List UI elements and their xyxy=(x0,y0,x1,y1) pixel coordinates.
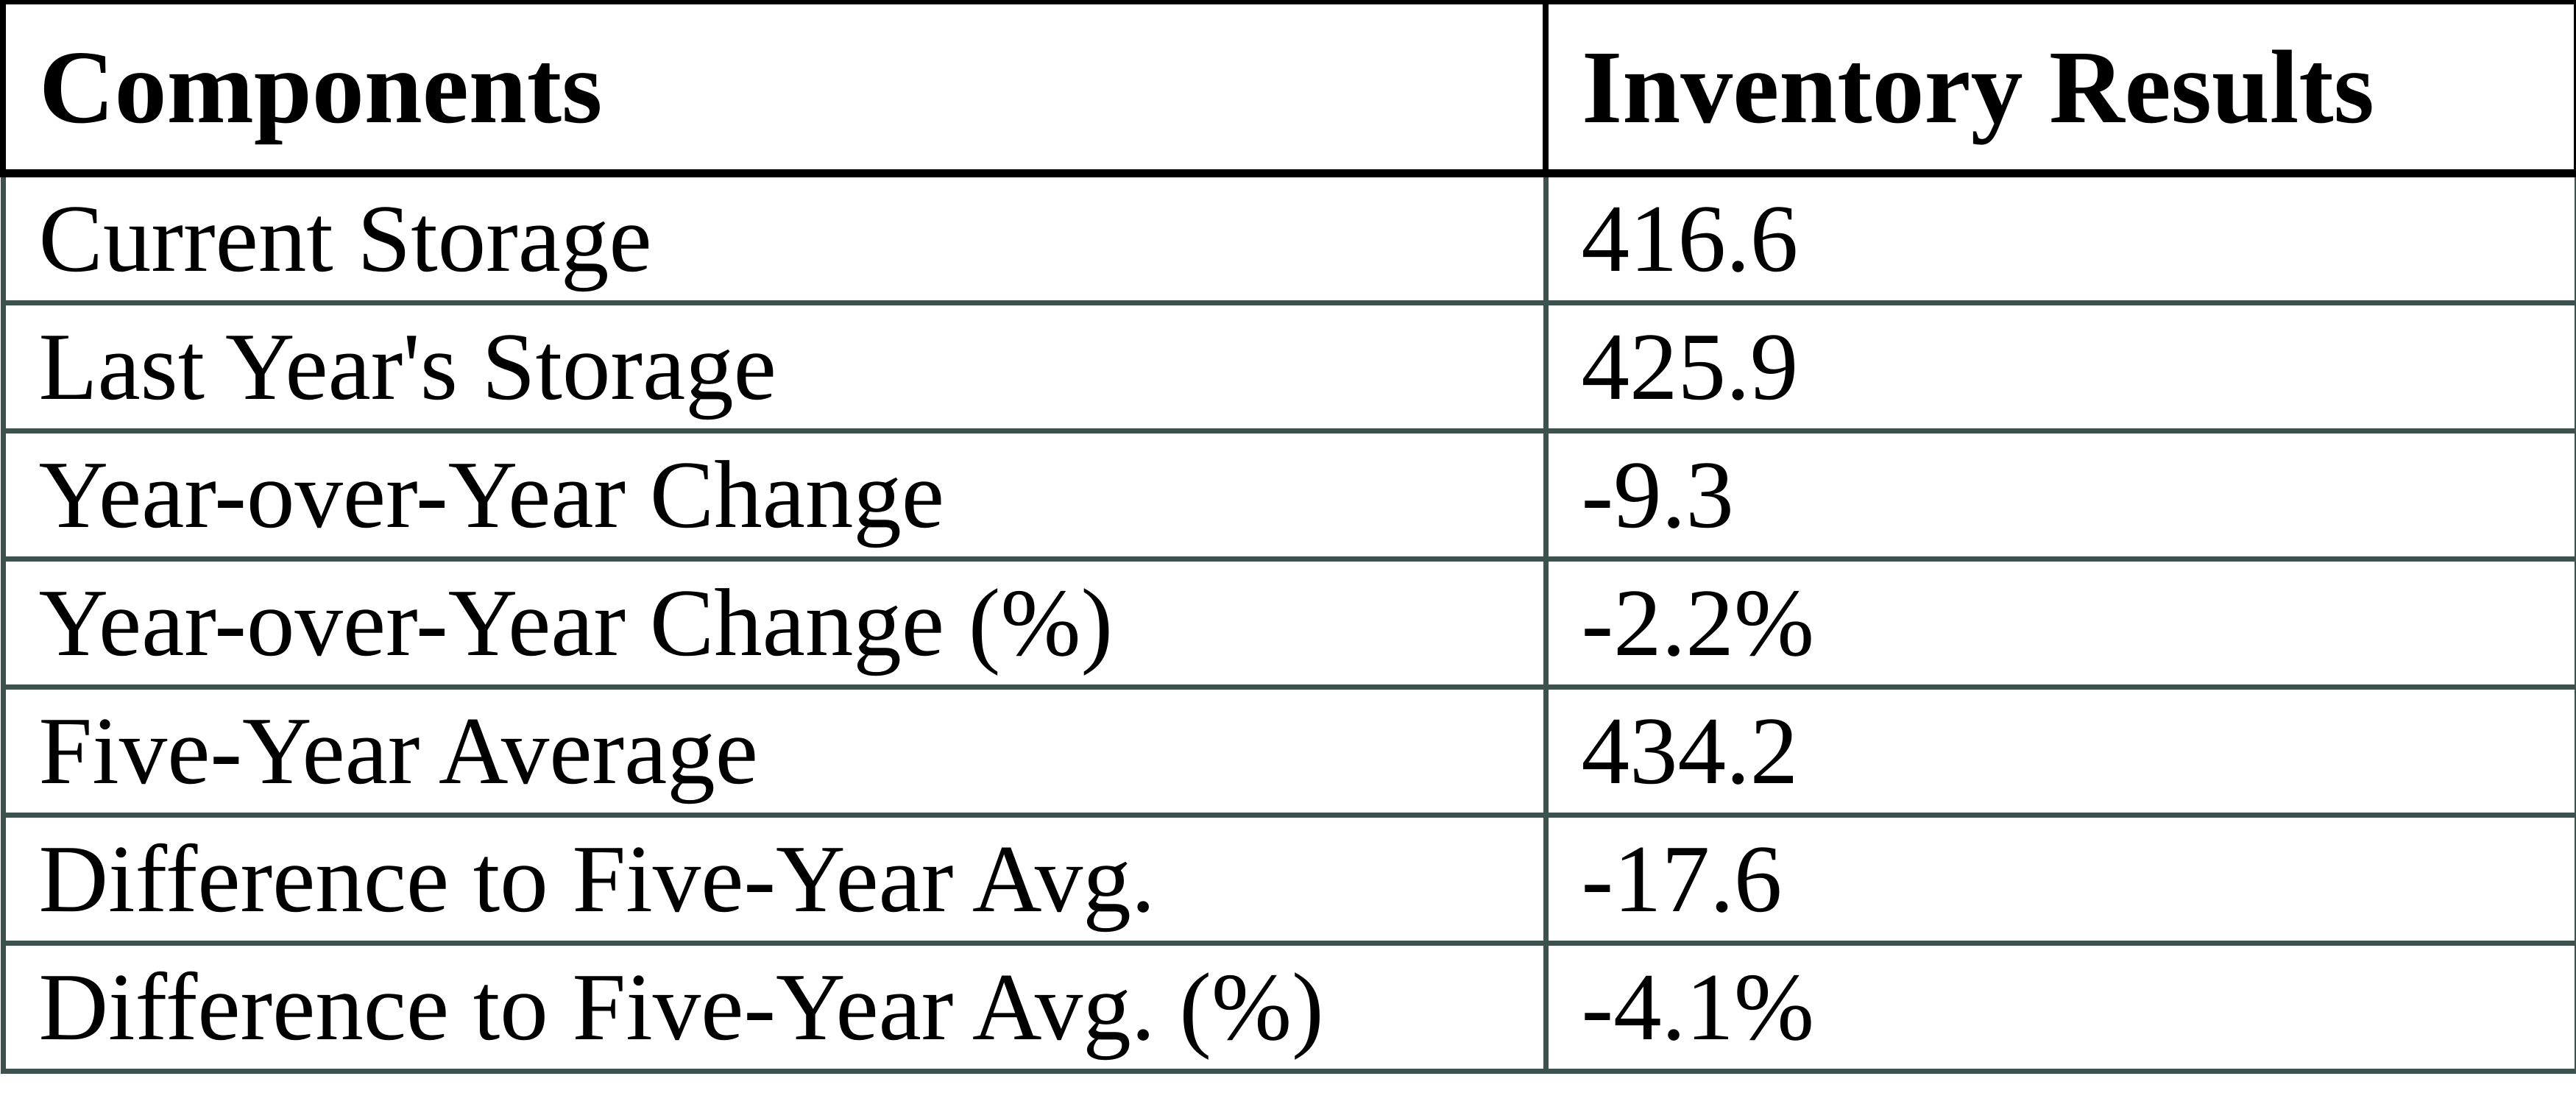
table-row: Current Storage 416.6 xyxy=(0,170,2576,305)
row-label-cell: Last Year's Storage xyxy=(0,300,1549,434)
table-row: Last Year's Storage 425.9 xyxy=(0,300,2576,434)
row-value-cell: -9.3 xyxy=(1543,428,2576,562)
row-value-cell: -17.6 xyxy=(1543,812,2576,946)
row-label-cell: Difference to Five-Year Avg. (%) xyxy=(0,940,1549,1075)
row-label-cell: Year-over-Year Change xyxy=(0,428,1549,562)
table-row: Year-over-Year Change -9.3 xyxy=(0,428,2576,562)
row-value-cell: -4.1% xyxy=(1543,940,2576,1075)
row-value-cell: 425.9 xyxy=(1543,300,2576,434)
table-row: Year-over-Year Change (%) -2.2% xyxy=(0,556,2576,690)
row-value-cell: 416.6 xyxy=(1543,170,2576,305)
row-value-cell: 434.2 xyxy=(1543,684,2576,818)
column-header-components: Components xyxy=(0,0,1549,177)
row-label-cell: Difference to Five-Year Avg. xyxy=(0,812,1549,946)
row-label-cell: Five-Year Average xyxy=(0,684,1549,818)
inventory-results-table: Components Inventory Results Current Sto… xyxy=(0,0,2576,1075)
row-label-cell: Current Storage xyxy=(0,170,1549,305)
table-row: Difference to Five-Year Avg. (%) -4.1% xyxy=(0,940,2576,1075)
table-row: Difference to Five-Year Avg. -17.6 xyxy=(0,812,2576,946)
column-header-inventory-results: Inventory Results xyxy=(1543,0,2576,177)
row-label-cell: Year-over-Year Change (%) xyxy=(0,556,1549,690)
table-header-row: Components Inventory Results xyxy=(0,0,2576,177)
table-row: Five-Year Average 434.2 xyxy=(0,684,2576,818)
row-value-cell: -2.2% xyxy=(1543,556,2576,690)
